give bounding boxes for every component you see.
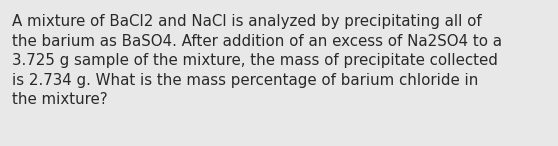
Text: the barium as BaSO4. After addition of an excess of Na2SO4 to a: the barium as BaSO4. After addition of a… [12,33,502,48]
Text: the mixture?: the mixture? [12,92,108,107]
Text: 3.725 g sample of the mixture, the mass of precipitate collected: 3.725 g sample of the mixture, the mass … [12,53,498,68]
Text: is 2.734 g. What is the mass percentage of barium chloride in: is 2.734 g. What is the mass percentage … [12,73,479,87]
Text: A mixture of BaCl2 and NaCl is analyzed by precipitating all of: A mixture of BaCl2 and NaCl is analyzed … [12,14,482,29]
